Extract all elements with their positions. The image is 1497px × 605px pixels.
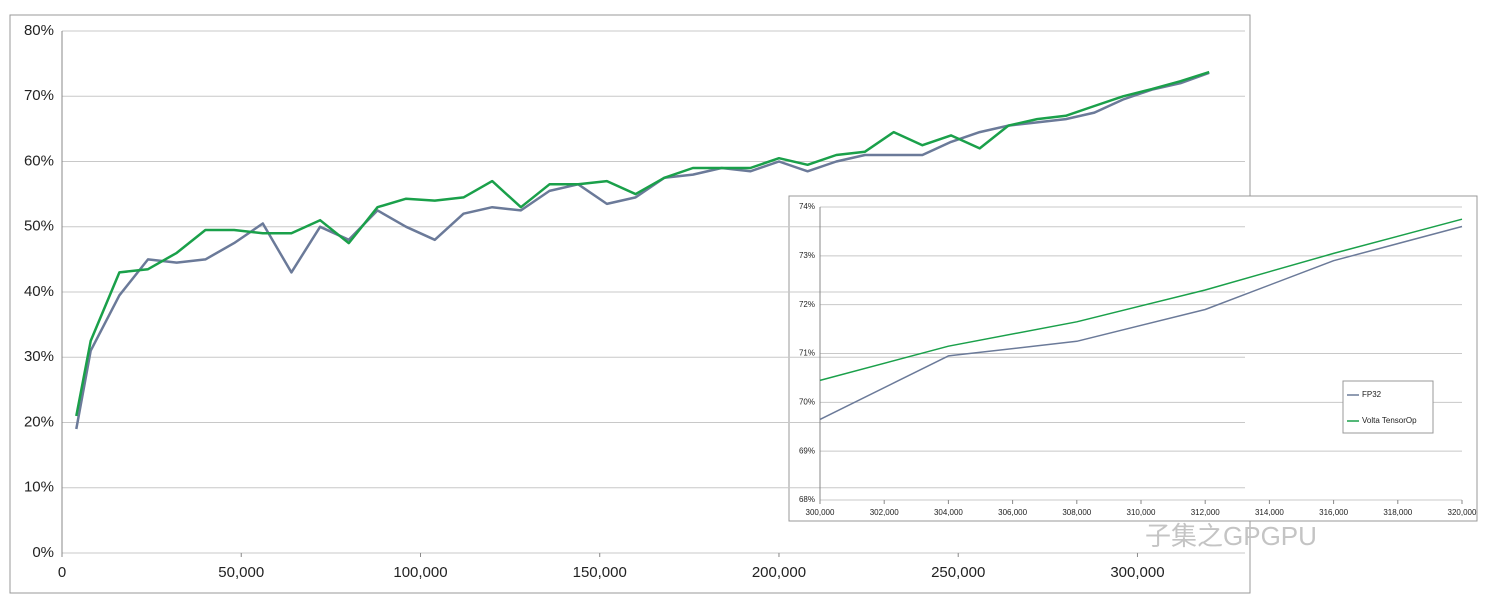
y-tick-label: 30% [24,348,54,365]
chart: 68% 69% 70% 71% 72% 73% 74% 300,000 302,000 304,0… [799,202,1477,517]
watermark: 子集之GPGPU [1145,521,1317,551]
y-tick-label: 74% [799,202,815,211]
legend-box [1342,380,1434,434]
y-tick-label: 40% [24,283,54,300]
y-tick-label: 10% [24,479,54,496]
x-tick-label: 300,000 [806,508,835,517]
y-tick-label: 72% [799,300,815,309]
legend-label: FP32 [1362,390,1382,399]
y-tick-label: 80% [24,22,54,39]
x-tick-label: 308,000 [1062,508,1091,517]
series-line [819,218,1463,382]
series-line [819,225,1463,421]
y-tick-label: 71% [799,349,815,358]
x-tick-label: 320,000 [1448,508,1477,517]
y-tick-label: 70% [24,87,54,104]
x-tick-label: 314,000 [1255,508,1284,517]
y-tick-label: 0% [32,544,54,561]
x-tick-label: 304,000 [934,508,963,517]
x-tick-label: 250,000 [931,564,985,581]
inset-chart-frame [788,195,1478,522]
x-tick-label: 200,000 [752,564,806,581]
legend: FP32 Volta TensorOp [1342,380,1434,434]
x-tick-label: 50,000 [218,564,264,581]
x-tick-label: 306,000 [998,508,1027,517]
x-tick-label: 302,000 [870,508,899,517]
x-tick-label: 300,000 [1110,564,1164,581]
y-tick-label: 68% [799,495,815,504]
y-tick-label: 73% [799,251,815,260]
y-tick-label: 60% [24,152,54,169]
x-tick-label: 0 [58,564,66,581]
y-tick-label: 20% [24,413,54,430]
y-tick-label: 70% [799,397,815,406]
series-line [75,70,1210,417]
y-tick-label: 69% [799,446,815,455]
x-tick-label: 150,000 [573,564,627,581]
x-tick-label: 310,000 [1127,508,1156,517]
chart: 0% 10% 20% 30% 40% 50% 60% 70% 80% 0 50,000 100,000… [24,22,1245,581]
legend-label: Volta TensorOp [1362,416,1417,425]
y-tick-label: 50% [24,218,54,235]
x-tick-label: 316,000 [1319,508,1348,517]
x-tick-label: 100,000 [393,564,447,581]
x-tick-label: 318,000 [1383,508,1412,517]
x-tick-label: 312,000 [1191,508,1220,517]
